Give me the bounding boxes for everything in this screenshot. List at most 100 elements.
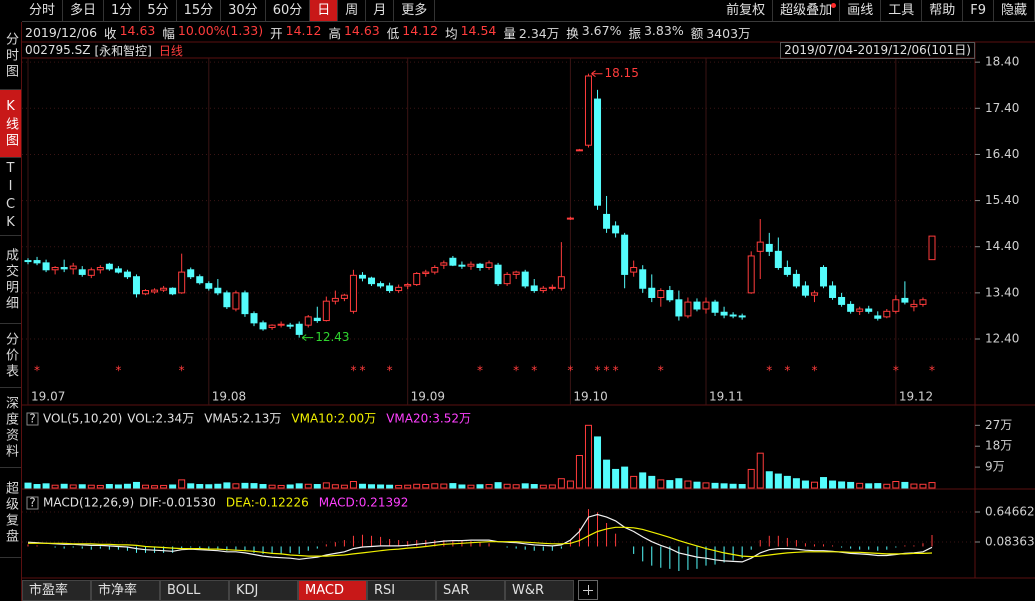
volume-bar bbox=[512, 484, 520, 489]
toolbar-button[interactable]: 1分 bbox=[104, 0, 141, 21]
indicator-tab[interactable]: KDJ bbox=[229, 580, 298, 601]
info-label: 幅 bbox=[162, 25, 175, 41]
candle-body bbox=[485, 262, 493, 268]
volume-bar bbox=[422, 484, 430, 489]
candle-body bbox=[711, 301, 719, 313]
volume-bar bbox=[494, 482, 502, 489]
candle-body bbox=[214, 287, 222, 294]
indicator-readout: VMA10:2.00万 bbox=[291, 412, 376, 426]
candle-body bbox=[910, 303, 918, 308]
info-value: 14.12 bbox=[402, 22, 439, 38]
side-tab[interactable]: 分时图 bbox=[0, 22, 21, 90]
side-tab[interactable]: K线图 bbox=[0, 90, 21, 158]
add-tab[interactable] bbox=[578, 580, 598, 600]
volume-bar bbox=[747, 468, 755, 489]
indicator-tab[interactable]: MACD bbox=[298, 580, 367, 601]
candle-body bbox=[756, 241, 764, 252]
volume-bar bbox=[621, 466, 629, 489]
volume-bar bbox=[810, 481, 818, 489]
volume-bar bbox=[404, 484, 412, 489]
volume-bar bbox=[241, 482, 249, 489]
volume-bar bbox=[187, 483, 195, 489]
candle-body bbox=[259, 322, 267, 330]
volume-bar bbox=[78, 484, 86, 489]
side-tab[interactable]: 分价表 bbox=[0, 324, 21, 388]
candle-body bbox=[304, 316, 312, 326]
signal-marker: * bbox=[784, 364, 790, 378]
info-item: 振 3.83% bbox=[628, 23, 683, 42]
annotation-arrow bbox=[301, 334, 314, 342]
volume-bar bbox=[24, 482, 32, 489]
toolbar-button[interactable]: 工具 bbox=[881, 0, 923, 21]
candle-body bbox=[458, 264, 466, 267]
toolbar-button[interactable]: 60分 bbox=[266, 0, 311, 21]
annotation: 18.15 bbox=[604, 66, 638, 80]
candle-body bbox=[684, 301, 692, 317]
info-value: 3.83% bbox=[643, 22, 684, 38]
toolbar-button[interactable]: 超级叠加 bbox=[773, 0, 841, 21]
volume-bar bbox=[142, 484, 150, 489]
toolbar-button[interactable]: 月 bbox=[366, 0, 395, 21]
volume-bar bbox=[774, 473, 782, 489]
info-date: 2019/12/06 bbox=[25, 24, 98, 40]
toolbar-button[interactable]: 前复权 bbox=[719, 0, 774, 21]
toolbar-button[interactable]: 15分 bbox=[177, 0, 222, 21]
toolbar-button[interactable]: 多日 bbox=[63, 0, 105, 21]
indicator-tab[interactable]: W&R bbox=[505, 580, 574, 601]
signal-marker: * bbox=[766, 364, 772, 378]
side-tab[interactable]: 成交明细 bbox=[0, 236, 21, 324]
candle-body bbox=[467, 263, 475, 267]
volume-bar bbox=[377, 484, 385, 489]
signal-marker: * bbox=[387, 364, 393, 378]
indicator-tab[interactable]: BOLL bbox=[160, 580, 229, 601]
x-tick-label: 19.10 bbox=[573, 390, 607, 404]
stock-name: [永和智控] bbox=[94, 43, 152, 58]
candle-body bbox=[33, 260, 41, 264]
toolbar-button[interactable]: 更多 bbox=[394, 0, 436, 21]
candle-body bbox=[801, 285, 809, 296]
candle-body bbox=[205, 283, 213, 289]
info-value: 14.54 bbox=[460, 22, 497, 38]
candle-body bbox=[232, 292, 240, 310]
volume-bar bbox=[738, 484, 746, 489]
candle-body bbox=[196, 276, 204, 284]
toolbar-button[interactable]: 30分 bbox=[221, 0, 266, 21]
toolbar-button[interactable]: 日 bbox=[310, 0, 339, 21]
toolbar-button[interactable]: 5分 bbox=[140, 0, 177, 21]
volume-bar bbox=[313, 484, 321, 489]
info-label: 量 bbox=[503, 25, 516, 41]
volume-bar bbox=[648, 475, 656, 489]
info-value: 2.34万 bbox=[518, 25, 560, 41]
toolbar-button[interactable]: 画线 bbox=[840, 0, 882, 21]
toolbar-button[interactable]: 隐藏 bbox=[994, 0, 1035, 21]
side-tab[interactable]: 深度资料 bbox=[0, 388, 21, 468]
candle-body bbox=[666, 290, 674, 301]
volume-bar bbox=[178, 479, 186, 489]
volume-bar bbox=[630, 475, 638, 489]
candle-body bbox=[331, 297, 339, 302]
y-tick-label: 15.40 bbox=[985, 193, 1019, 207]
volume-bar bbox=[792, 478, 800, 489]
candle-body bbox=[223, 292, 231, 308]
side-tab[interactable]: TICK bbox=[0, 158, 21, 236]
toolbar-right: 前复权 超级叠加 画线 工具 帮助 F9 隐藏 bbox=[719, 0, 1035, 21]
volume-bar bbox=[783, 475, 791, 489]
volume-bar bbox=[675, 478, 683, 489]
indicator-tab[interactable]: SAR bbox=[436, 580, 505, 601]
toolbar-button[interactable]: F9 bbox=[963, 0, 994, 21]
volume-bar bbox=[765, 471, 773, 489]
candle-body bbox=[132, 276, 140, 295]
y-tick-label: 0.08363 bbox=[985, 535, 1035, 549]
side-tab[interactable]: 超级复盘 bbox=[0, 468, 21, 558]
toolbar-button[interactable]: 分时 bbox=[22, 0, 64, 21]
toolbar-button[interactable]: 帮助 bbox=[922, 0, 964, 21]
macd-line bbox=[27, 513, 933, 563]
candle-body bbox=[829, 285, 837, 298]
indicator-tab[interactable]: RSI bbox=[367, 580, 436, 601]
indicator-tab[interactable]: 市净率 bbox=[91, 580, 160, 601]
toolbar-button[interactable]: 周 bbox=[338, 0, 367, 21]
volume-bar bbox=[368, 484, 376, 489]
signal-marker: * bbox=[531, 364, 537, 378]
indicator-tab[interactable]: 市盈率 bbox=[22, 580, 91, 601]
candle-body bbox=[142, 290, 150, 295]
